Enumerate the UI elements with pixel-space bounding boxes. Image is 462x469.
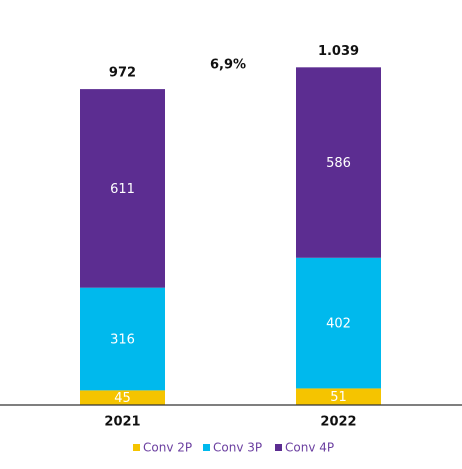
legend-label: Conv 2P <box>143 441 192 455</box>
segment-label: 316 <box>110 333 135 348</box>
segment-label: 586 <box>326 156 351 171</box>
bar-segment <box>80 287 165 391</box>
x-tick-label: 2021 <box>104 415 140 430</box>
segment-label: 611 <box>110 182 135 197</box>
bar-segment <box>296 388 381 405</box>
legend-label: Conv 3P <box>213 441 262 455</box>
bar-segment <box>80 390 165 405</box>
legend-swatch <box>133 444 140 451</box>
bar-segment <box>296 67 381 258</box>
total-label: 972 <box>109 66 136 81</box>
segment-label: 51 <box>330 390 347 405</box>
legend-label: Conv 4P <box>285 441 334 455</box>
x-tick-label: 2022 <box>320 415 356 430</box>
segment-label: 45 <box>114 391 131 406</box>
bar-segment <box>296 257 381 389</box>
segment-label: 402 <box>326 317 351 332</box>
bar-segment <box>80 89 165 288</box>
legend-swatch <box>203 444 210 451</box>
legend-swatch <box>275 444 282 451</box>
total-label: 1.039 <box>318 44 359 59</box>
annotation: 6,9% <box>210 58 246 73</box>
